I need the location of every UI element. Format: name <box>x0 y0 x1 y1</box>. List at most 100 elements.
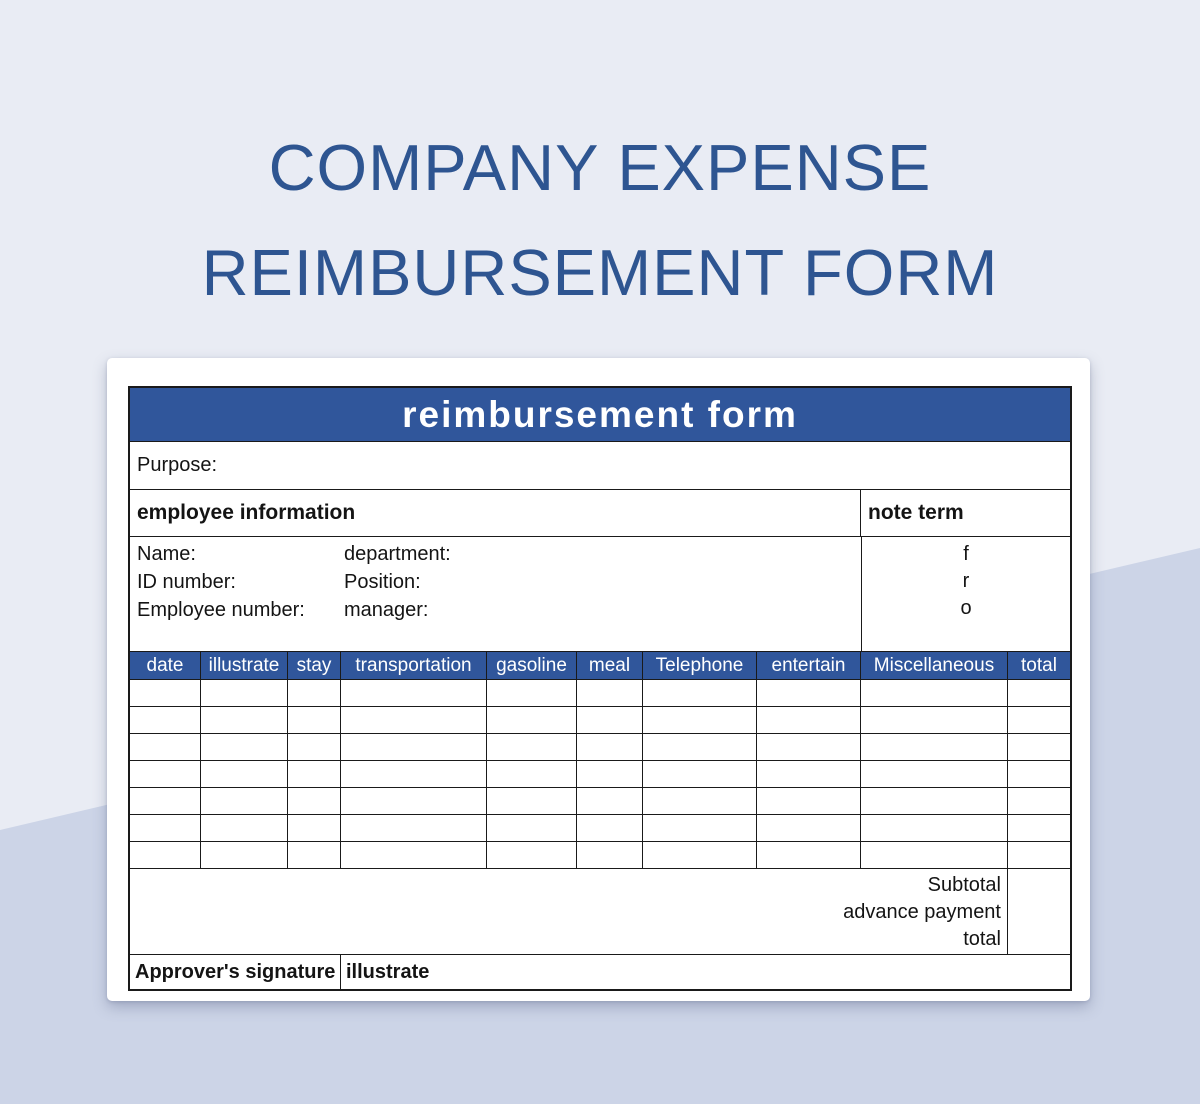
expense-cell-illustrate[interactable] <box>201 761 288 787</box>
expense-row <box>130 842 1070 869</box>
expense-cell-illustrate[interactable] <box>201 707 288 733</box>
expense-cell-telephone[interactable] <box>643 842 757 868</box>
expense-cell-total[interactable] <box>1008 680 1070 706</box>
totals-value-cell[interactable] <box>1008 869 1070 954</box>
expense-cell-telephone[interactable] <box>643 788 757 814</box>
expense-cell-illustrate[interactable] <box>201 680 288 706</box>
expense-cell-illustrate[interactable] <box>201 788 288 814</box>
column-header-meal: meal <box>577 652 643 679</box>
expense-cell-stay[interactable] <box>288 788 341 814</box>
note-term-heading: note term <box>868 501 964 524</box>
expense-cell-transportation[interactable] <box>341 680 487 706</box>
expense-cell-date[interactable] <box>130 707 201 733</box>
expense-row <box>130 761 1070 788</box>
expense-cell-telephone[interactable] <box>643 734 757 760</box>
expense-cell-telephone[interactable] <box>643 707 757 733</box>
expense-cell-telephone[interactable] <box>643 680 757 706</box>
expense-cell-entertain[interactable] <box>757 815 861 841</box>
expense-cell-meal[interactable] <box>577 842 643 868</box>
expense-cell-gasoline[interactable] <box>487 734 577 760</box>
totals-label-total: total <box>963 928 1001 950</box>
expense-cell-gasoline[interactable] <box>487 680 577 706</box>
expense-cell-total[interactable] <box>1008 734 1070 760</box>
employee-information-heading: employee information <box>130 490 861 536</box>
purpose-row[interactable]: Purpose: <box>130 442 1070 490</box>
expense-cell-entertain[interactable] <box>757 842 861 868</box>
note-term-text-line: r <box>962 570 970 592</box>
expense-cell-date[interactable] <box>130 761 201 787</box>
expense-row <box>130 707 1070 734</box>
expense-cell-telephone[interactable] <box>643 815 757 841</box>
expense-cell-stay[interactable] <box>288 761 341 787</box>
expense-row <box>130 734 1070 761</box>
expense-cell-gasoline[interactable] <box>487 707 577 733</box>
expense-cell-total[interactable] <box>1008 788 1070 814</box>
column-header-date: date <box>130 652 201 679</box>
expense-cell-date[interactable] <box>130 734 201 760</box>
expense-cell-stay[interactable] <box>288 680 341 706</box>
expense-cell-illustrate[interactable] <box>201 842 288 868</box>
expense-cell-gasoline[interactable] <box>487 842 577 868</box>
expense-cell-date[interactable] <box>130 842 201 868</box>
expense-cell-meal[interactable] <box>577 815 643 841</box>
expense-cell-miscellaneous[interactable] <box>861 842 1008 868</box>
expense-cell-date[interactable] <box>130 788 201 814</box>
expense-row <box>130 680 1070 707</box>
column-header-illustrate: illustrate <box>201 652 288 679</box>
expense-cell-stay[interactable] <box>288 734 341 760</box>
expense-cell-miscellaneous[interactable] <box>861 815 1008 841</box>
expense-cell-meal[interactable] <box>577 734 643 760</box>
expense-cell-meal[interactable] <box>577 680 643 706</box>
employee-fields-column1: Name: ID number: Employee number: <box>137 540 305 624</box>
column-header-total: total <box>1021 655 1057 676</box>
column-header-gasoline: gasoline <box>487 652 577 679</box>
expense-cell-illustrate[interactable] <box>201 734 288 760</box>
employee-field-label-id-number-: ID number: <box>137 571 236 593</box>
employee-field-label-manager-: manager: <box>344 599 429 621</box>
expense-cell-total[interactable] <box>1008 761 1070 787</box>
expense-cell-total[interactable] <box>1008 707 1070 733</box>
purpose-label: Purpose: <box>137 454 218 476</box>
expense-cell-entertain[interactable] <box>757 734 861 760</box>
column-header-entertain: entertain <box>757 652 861 679</box>
expense-cell-illustrate[interactable] <box>201 815 288 841</box>
expense-table-body <box>130 680 1070 869</box>
expense-cell-transportation[interactable] <box>341 761 487 787</box>
expense-cell-stay[interactable] <box>288 707 341 733</box>
form-card: reimbursement form Purpose: employee inf… <box>107 358 1090 1001</box>
expense-cell-transportation[interactable] <box>341 815 487 841</box>
employee-details-block[interactable]: Name: ID number: Employee number: departme… <box>130 537 1070 652</box>
expense-cell-transportation[interactable] <box>341 788 487 814</box>
footer-illustrate-label: illustrate <box>346 960 430 983</box>
expense-cell-entertain[interactable] <box>757 788 861 814</box>
expense-cell-gasoline[interactable] <box>487 815 577 841</box>
expense-cell-meal[interactable] <box>577 761 643 787</box>
expense-cell-miscellaneous[interactable] <box>861 734 1008 760</box>
expense-cell-stay[interactable] <box>288 842 341 868</box>
expense-cell-miscellaneous[interactable] <box>861 788 1008 814</box>
expense-cell-miscellaneous[interactable] <box>861 680 1008 706</box>
expense-cell-total[interactable] <box>1008 815 1070 841</box>
expense-cell-transportation[interactable] <box>341 734 487 760</box>
expense-cell-entertain[interactable] <box>757 761 861 787</box>
expense-cell-meal[interactable] <box>577 788 643 814</box>
expense-cell-gasoline[interactable] <box>487 788 577 814</box>
expense-cell-miscellaneous[interactable] <box>861 761 1008 787</box>
page-title-line1: COMPANY EXPENSE <box>268 131 932 204</box>
expense-cell-meal[interactable] <box>577 707 643 733</box>
expense-cell-entertain[interactable] <box>757 680 861 706</box>
expense-cell-entertain[interactable] <box>757 707 861 733</box>
expense-cell-gasoline[interactable] <box>487 761 577 787</box>
employee-field-label-position-: Position: <box>344 571 421 593</box>
expense-cell-transportation[interactable] <box>341 707 487 733</box>
expense-cell-stay[interactable] <box>288 815 341 841</box>
approver-row: Approver's signature illustrate <box>130 955 1070 989</box>
expense-cell-date[interactable] <box>130 815 201 841</box>
expense-row <box>130 788 1070 815</box>
expense-cell-transportation[interactable] <box>341 842 487 868</box>
expense-cell-total[interactable] <box>1008 842 1070 868</box>
expense-cell-date[interactable] <box>130 680 201 706</box>
expense-cell-telephone[interactable] <box>643 761 757 787</box>
expense-cell-miscellaneous[interactable] <box>861 707 1008 733</box>
